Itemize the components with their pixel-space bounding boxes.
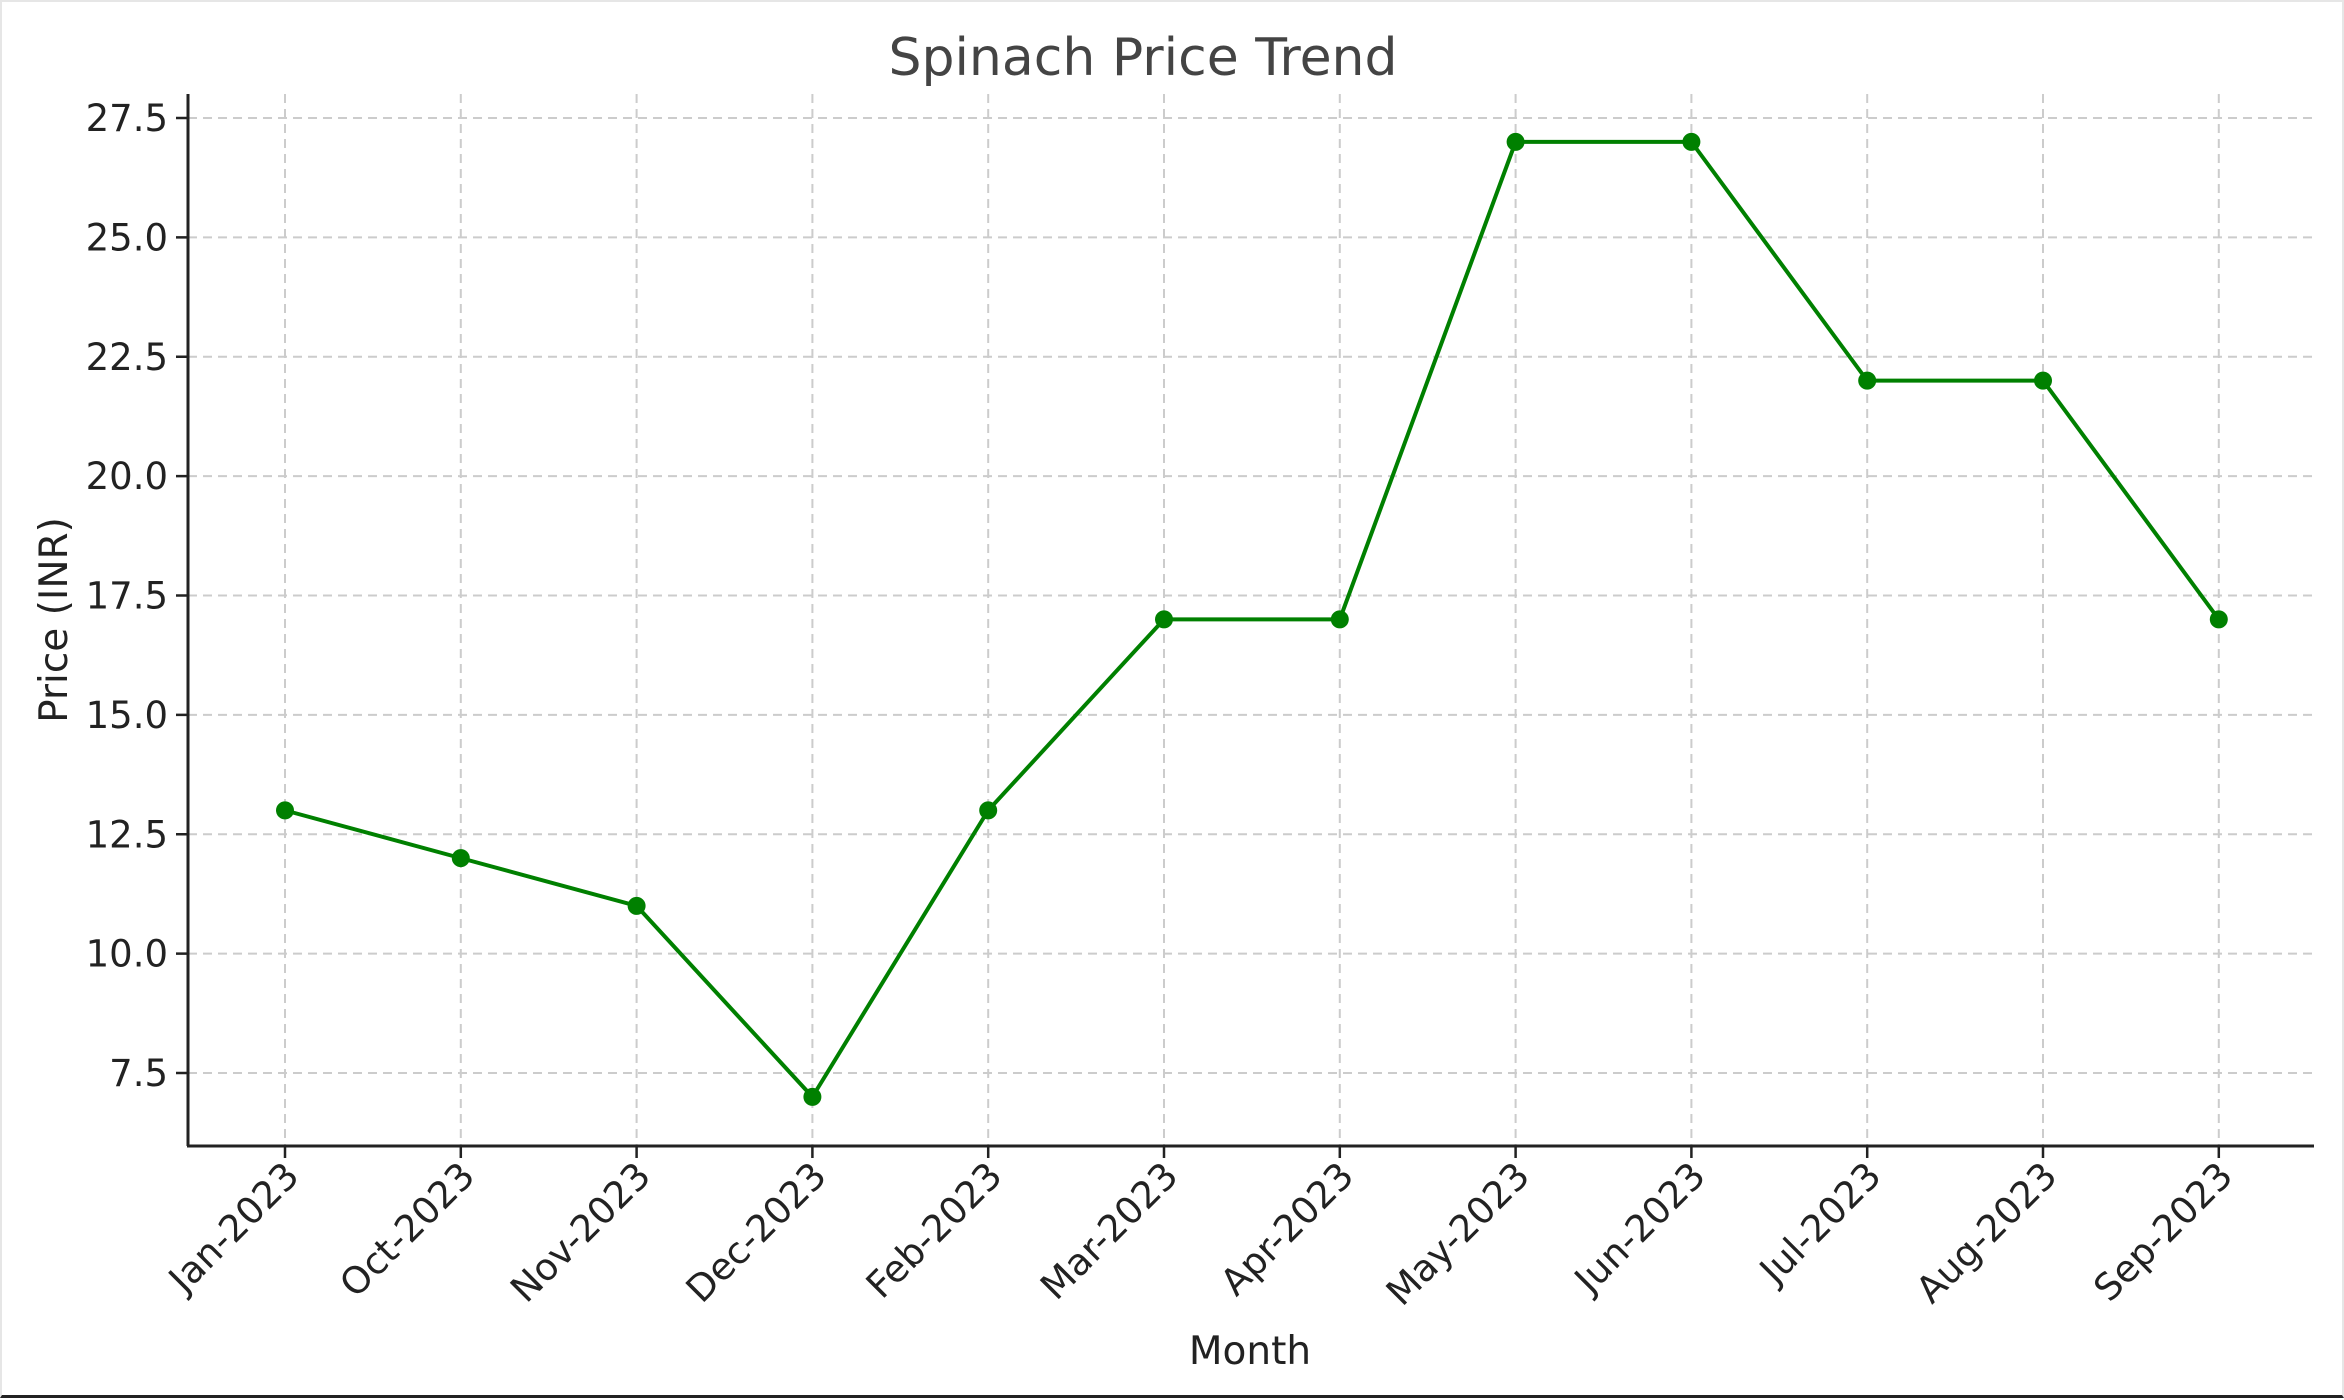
grid (188, 94, 2314, 1146)
data-point (979, 801, 998, 820)
data-point (1506, 132, 1525, 151)
y-tick-label: 20.0 (86, 455, 168, 498)
x-tick-label: Mar-2023 (1032, 1154, 1186, 1308)
y-tick-label: 10.0 (86, 933, 168, 976)
data-point (803, 1087, 822, 1106)
x-tick-label: Oct-2023 (331, 1154, 483, 1306)
data-point (276, 801, 294, 820)
x-tick-label: Jun-2023 (1565, 1154, 1714, 1303)
y-tick-label: 15.0 (86, 694, 168, 737)
series-layer (276, 132, 2228, 1106)
y-tick-label: 17.5 (86, 575, 168, 618)
axes (186, 94, 2314, 1148)
x-tick-label: Jul-2023 (1750, 1154, 1889, 1293)
x-tick-label: Feb-2023 (858, 1154, 1011, 1307)
y-tick-label: 7.5 (109, 1052, 168, 1095)
data-point (2209, 610, 2228, 629)
x-tick-label: May-2023 (1378, 1154, 1538, 1314)
y-tick-label: 12.5 (86, 813, 168, 856)
x-axis-label: Month (1189, 1329, 1311, 1374)
data-point (627, 896, 646, 915)
y-tick-label: 27.5 (86, 97, 168, 140)
data-point (451, 849, 470, 868)
chart-title: Spinach Price Trend (888, 28, 1397, 88)
x-tick-label: Apr-2023 (1212, 1154, 1362, 1304)
x-tick-label: Dec-2023 (678, 1154, 835, 1311)
data-point (2034, 371, 2052, 390)
data-point (1155, 610, 1173, 629)
y-axis-label: Price (INR) (32, 517, 77, 723)
y-tick-label: 25.0 (86, 216, 168, 259)
x-tick-label: Aug-2023 (1908, 1154, 2066, 1312)
x-tick-label: Nov-2023 (502, 1154, 659, 1311)
data-point (1858, 371, 1877, 390)
data-point (1330, 610, 1349, 629)
data-point (1682, 132, 1701, 151)
x-tick-label: Jan-2023 (159, 1154, 307, 1302)
series-line (284, 139, 2221, 1099)
x-tick-label: Sep-2023 (2085, 1154, 2241, 1310)
y-tick-label: 22.5 (86, 336, 168, 379)
